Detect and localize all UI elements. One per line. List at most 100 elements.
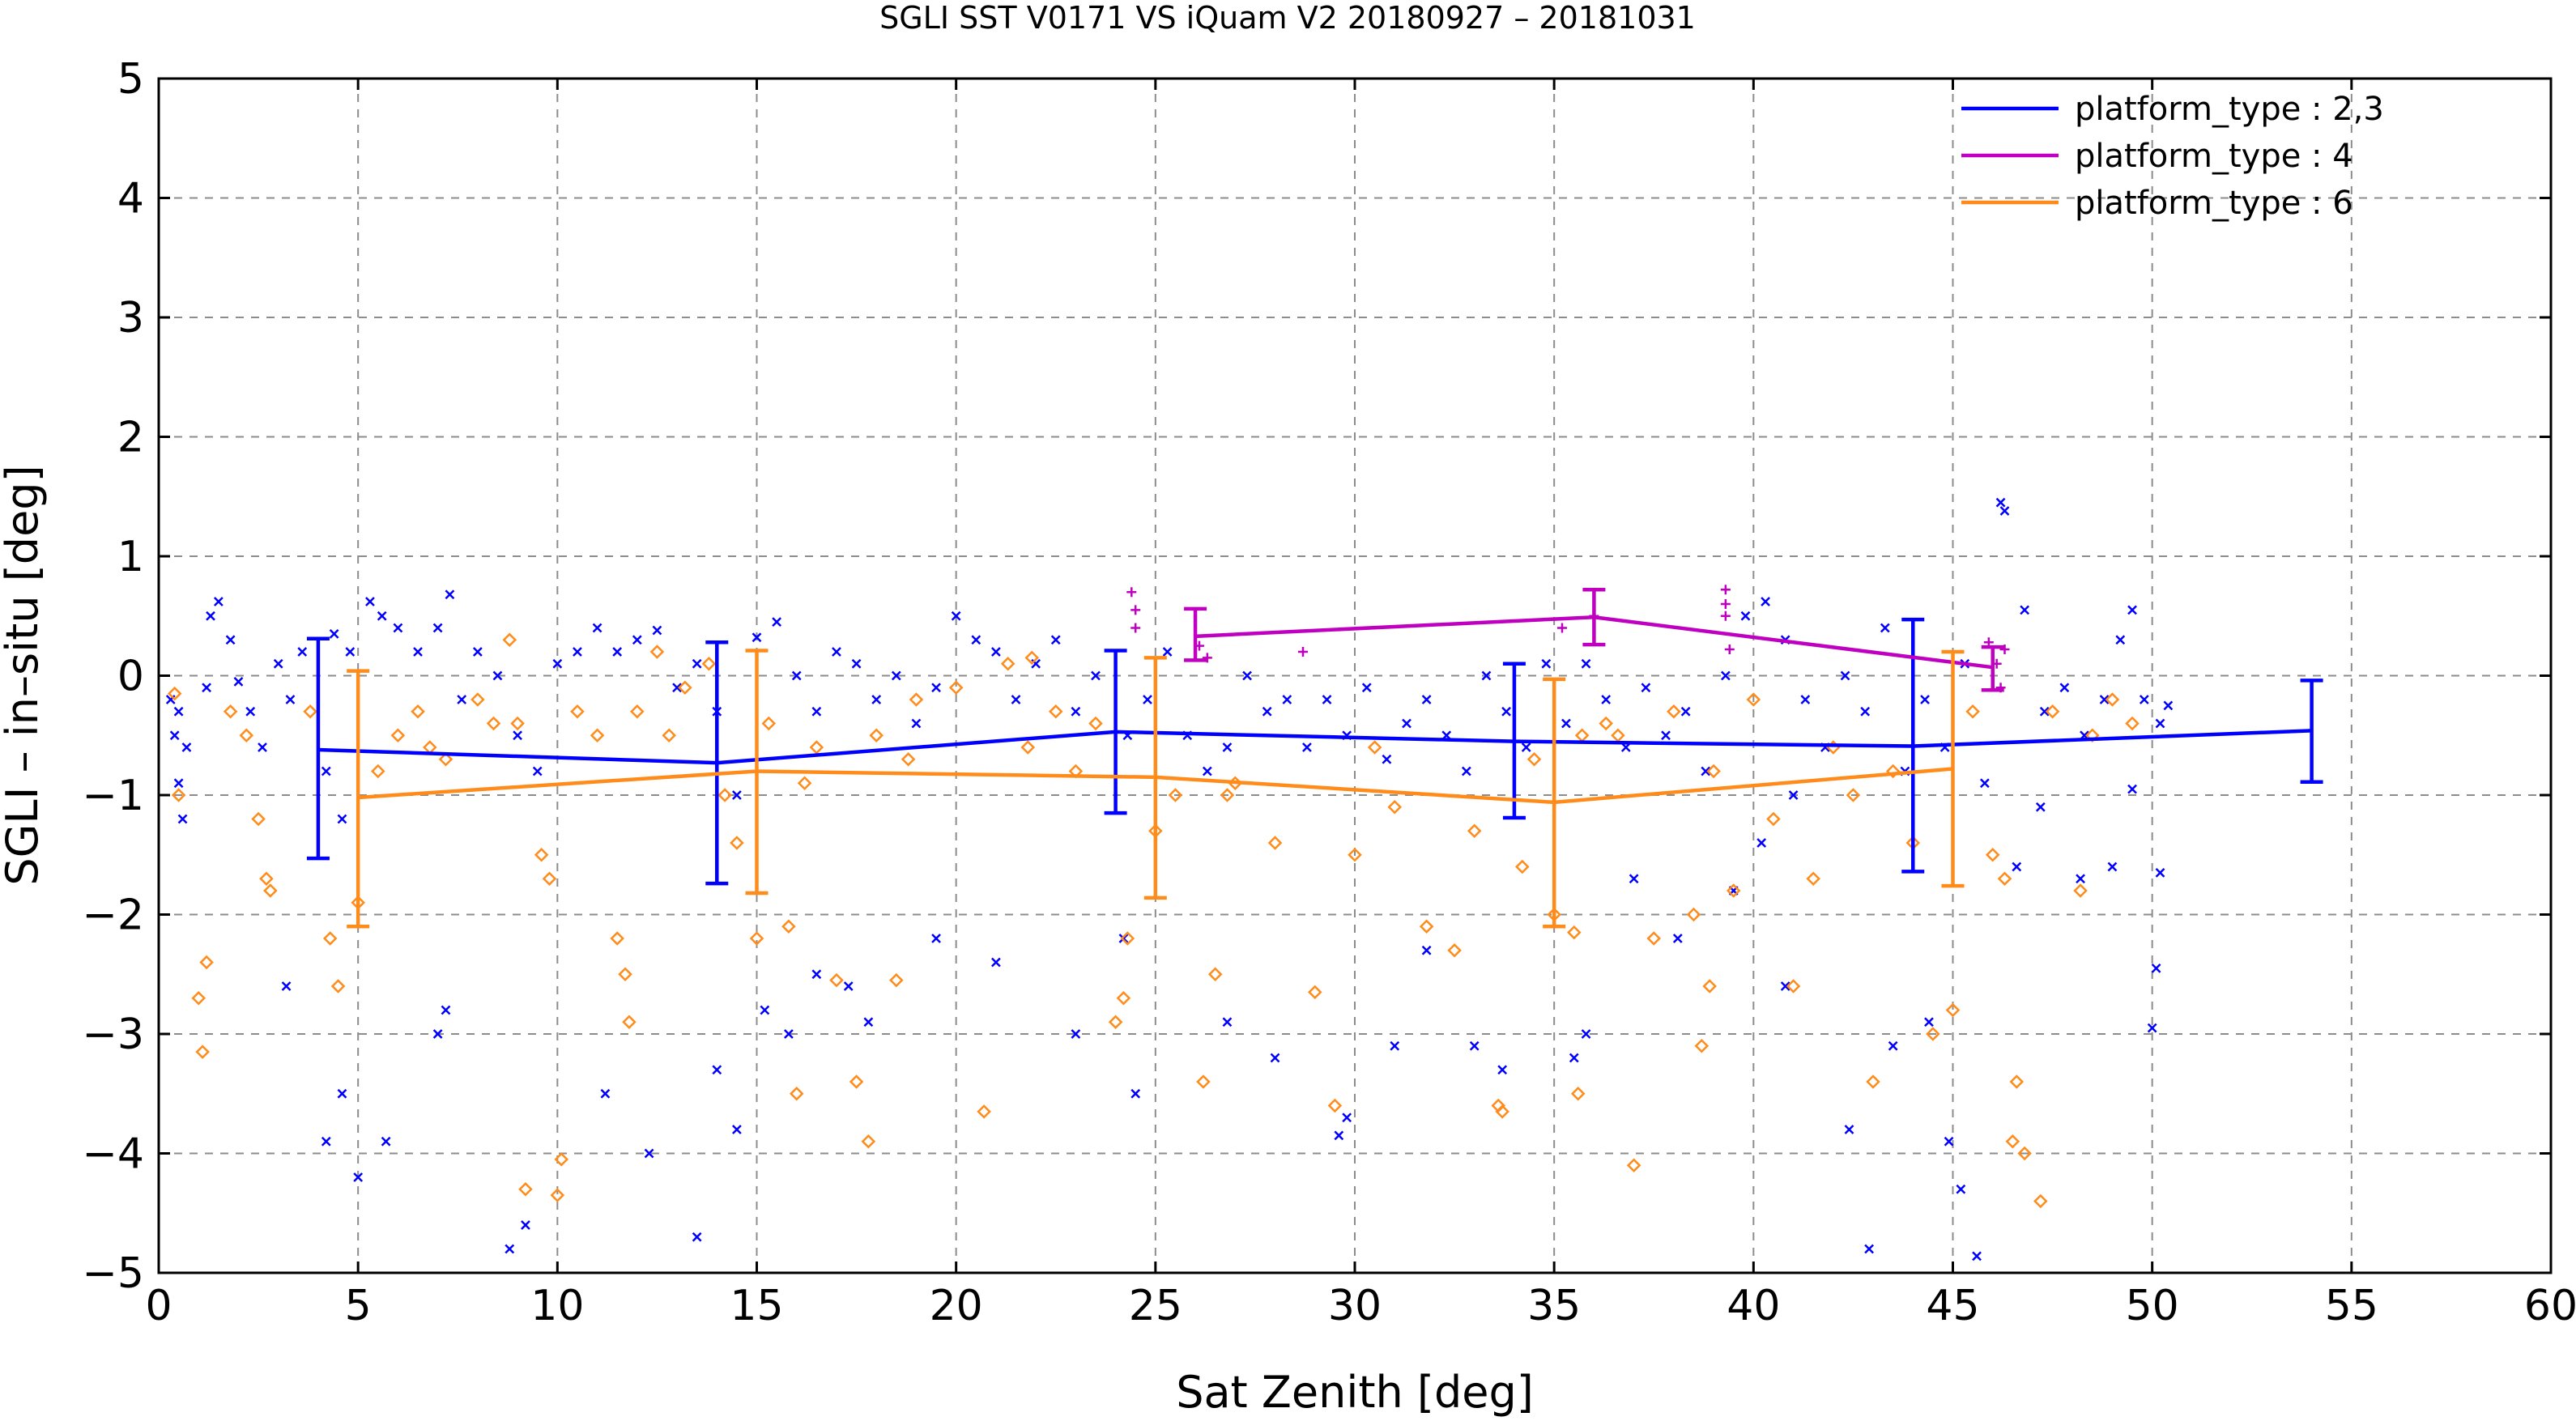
scatter-point <box>1956 1184 1966 1194</box>
scatter-point <box>432 623 443 633</box>
x-tick-label: 50 <box>2126 1282 2179 1330</box>
scatter-point <box>393 623 403 633</box>
scatter-point <box>438 751 453 767</box>
scatter-point <box>2085 728 2100 743</box>
scatter-point <box>2151 963 2161 973</box>
error-bar <box>1184 606 1207 662</box>
scatter-point <box>1048 704 1063 719</box>
scatter-point <box>1091 670 1101 681</box>
legend-entry-3: platform_type : 6 <box>1961 185 2353 222</box>
error-bar <box>306 636 330 861</box>
scatter-point <box>1421 945 1432 955</box>
scatter-point <box>365 597 375 606</box>
scatter-point <box>573 647 582 657</box>
error-bar <box>1104 649 1127 815</box>
scatter-point <box>889 972 904 988</box>
scatter-point <box>1202 653 1212 663</box>
scatter-point <box>1997 871 2012 887</box>
scatter-point <box>371 764 385 779</box>
scatter-point <box>2005 1134 2020 1149</box>
scatter-point <box>550 1188 565 1202</box>
scatter-point <box>971 635 981 645</box>
scatter-point <box>618 967 632 982</box>
scatter-point <box>1626 1158 1641 1173</box>
scatter-point <box>849 1074 864 1089</box>
scatter-point <box>223 704 238 719</box>
scatter-point <box>173 706 184 717</box>
scatter-point <box>1130 605 1141 615</box>
scatter-point <box>1780 981 1790 991</box>
scatter-point <box>570 704 585 719</box>
scatter-point <box>2076 874 2085 884</box>
scatter-point <box>600 1088 611 1099</box>
scatter-point <box>2017 1146 2032 1161</box>
scatter-point <box>1880 623 1890 633</box>
error-bar <box>1582 588 1606 647</box>
scatter-point <box>1641 683 1651 693</box>
scatter-point <box>486 716 501 731</box>
scatter-point <box>1800 695 1811 704</box>
scatter-point <box>1888 1040 1898 1051</box>
x-axis-label: Sat Zenith [deg] <box>1176 1367 1534 1418</box>
scatter-point <box>303 704 317 719</box>
scatter-point <box>901 751 916 767</box>
y-tick-label: −3 <box>82 1010 144 1059</box>
scatter-point <box>1924 1017 1934 1027</box>
scatter-point <box>811 706 822 717</box>
scatter-point <box>2073 883 2088 898</box>
x-tick-label: 55 <box>2325 1282 2378 1330</box>
scatter-point <box>377 611 387 621</box>
y-tick-label: 5 <box>117 55 144 104</box>
legend-entry-2: platform_type : 4 <box>1961 138 2353 175</box>
scatter-point <box>1724 645 1735 655</box>
scatter-point <box>381 1136 391 1147</box>
scatter-point <box>1694 1038 1710 1053</box>
scatter-point <box>169 730 180 741</box>
scatter-point <box>761 716 777 731</box>
scatter-point <box>772 617 782 628</box>
scatter-point <box>1308 985 1322 1000</box>
series-1-points <box>165 497 2174 1261</box>
scatter-point <box>2033 1193 2048 1209</box>
series-3-mean <box>347 649 1965 929</box>
scatter-point <box>2125 716 2140 731</box>
scatter-point <box>1222 1017 1233 1027</box>
scatter-point <box>445 589 455 600</box>
scatter-point <box>1348 847 1362 862</box>
scatter-point <box>701 656 717 671</box>
scatter-point <box>712 1065 722 1075</box>
scatter-point <box>321 1136 331 1147</box>
scatter-point <box>432 1029 443 1039</box>
scatter-point <box>1361 683 1372 693</box>
scatter-point <box>1382 754 1392 764</box>
scatter-point <box>225 635 236 645</box>
y-tick-label: 4 <box>117 175 144 223</box>
scatter-point <box>1162 647 1173 657</box>
scatter-point <box>1322 695 1332 704</box>
scatter-point <box>521 1220 530 1230</box>
scatter-point <box>649 645 665 659</box>
scatter-point <box>991 647 1001 657</box>
scatter-point <box>1581 658 1591 669</box>
y-tick-label: 1 <box>117 533 144 581</box>
scatter-point <box>592 623 602 633</box>
scatter-point <box>1885 764 1901 779</box>
scatter-point <box>297 647 308 657</box>
scatter-point <box>321 766 331 776</box>
error-bar <box>1543 677 1566 929</box>
scatter-point <box>2107 862 2118 872</box>
scatter-point <box>1926 1027 1940 1041</box>
scatter-point <box>1661 730 1671 741</box>
scatter-point <box>1342 1113 1352 1123</box>
scatter-point <box>213 597 224 606</box>
scatter-point <box>413 647 423 657</box>
series-layer <box>165 497 2323 1261</box>
scatter-point <box>791 670 802 681</box>
scatter-point <box>1761 597 1770 606</box>
scatter-point <box>1680 706 1691 717</box>
mean-line <box>317 729 2312 765</box>
scatter-point <box>233 676 244 687</box>
scatter-point <box>273 658 283 669</box>
x-tick-label: 30 <box>1328 1282 1382 1330</box>
scatter-point <box>470 692 485 707</box>
